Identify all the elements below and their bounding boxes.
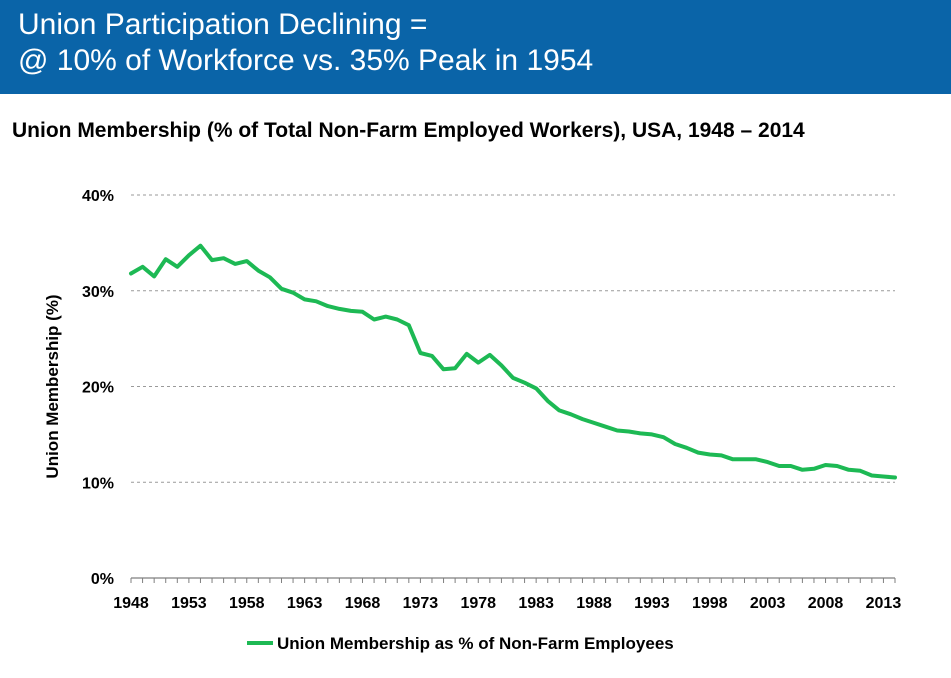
x-tick-label: 1973 (403, 595, 439, 612)
chart-title: Union Membership (% of Total Non-Farm Em… (12, 119, 805, 142)
y-tick-label: 10% (82, 475, 114, 492)
y-tick-label: 30% (82, 284, 114, 301)
x-tick-label: 1963 (287, 595, 323, 612)
header-title-line-1: Union Participation Declining = (18, 8, 428, 41)
x-tick-label: 2013 (866, 595, 902, 612)
x-tick-label: 1958 (229, 595, 265, 612)
y-tick-label: 40% (82, 188, 114, 205)
y-tick-label: 0% (91, 571, 114, 588)
x-tick-label: 1968 (345, 595, 381, 612)
x-tick-label: 1988 (576, 595, 612, 612)
x-tick-label: 1993 (634, 595, 670, 612)
x-tick-label: 1978 (460, 595, 496, 612)
legend-label: Union Membership as % of Non-Farm Employ… (277, 634, 674, 653)
x-tick-label: 1953 (171, 595, 207, 612)
header-banner: Union Participation Declining = @ 10% of… (0, 0, 951, 94)
x-tick-label: 1998 (692, 595, 728, 612)
x-tick-label: 1948 (113, 595, 149, 612)
y-tick-label: 20% (82, 380, 114, 397)
header-title-line-2: @ 10% of Workforce vs. 35% Peak in 1954 (18, 44, 594, 77)
y-axis-label: Union Membership (%) (43, 294, 62, 478)
x-tick-label: 2003 (750, 595, 786, 612)
series-line-union-membership (129, 243, 897, 480)
x-tick-label: 2008 (808, 595, 844, 612)
x-tick-label: 1983 (518, 595, 554, 612)
